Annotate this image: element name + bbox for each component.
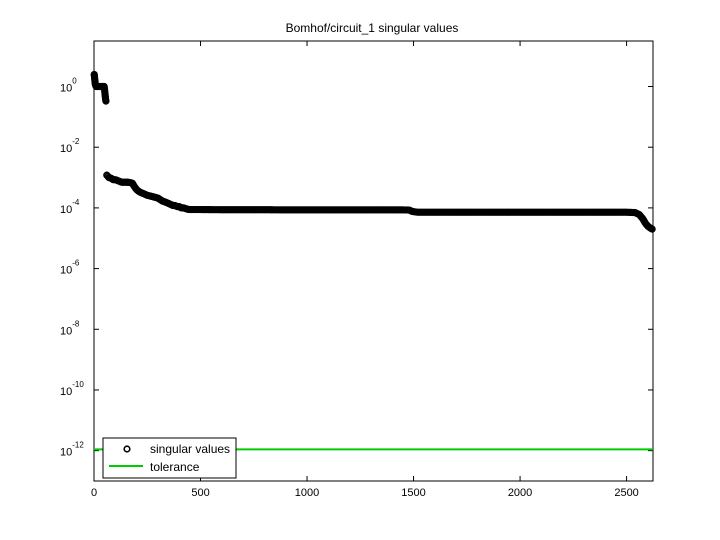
singular-values-series — [90, 70, 656, 233]
x-axis: 0 500 1000 1500 2000 2500 — [91, 41, 639, 499]
y-axis: 100 10-2 10-4 10-6 10-8 10-10 10-12 — [60, 77, 653, 459]
legend: singular values tolerance — [102, 437, 237, 479]
legend-marker-singular-values — [123, 445, 131, 453]
x-tick-label: 1000 — [295, 487, 319, 499]
singular-value-point — [648, 225, 656, 233]
x-tick-label: 2500 — [614, 487, 638, 499]
y-tick-label: 10-10 — [60, 380, 84, 398]
x-tick-label: 1500 — [401, 487, 425, 499]
legend-label-tolerance: tolerance — [150, 460, 200, 474]
legend-label-singular-values: singular values — [150, 442, 230, 456]
chart-title: Bomhof/circuit_1 singular values — [286, 21, 459, 35]
y-tick-label: 100 — [60, 77, 77, 95]
y-tick-label: 10-8 — [60, 319, 80, 337]
x-tick-label: 500 — [191, 487, 209, 499]
singular-value-point — [102, 97, 110, 105]
plot-area — [93, 40, 654, 482]
y-tick-label: 10-2 — [60, 137, 80, 155]
y-tick-label: 10-12 — [60, 441, 84, 459]
x-tick-label: 0 — [91, 487, 97, 499]
y-tick-label: 10-6 — [60, 259, 80, 277]
y-tick-label: 10-4 — [60, 198, 80, 216]
x-tick-label: 2000 — [508, 487, 532, 499]
legend-box — [102, 437, 237, 479]
